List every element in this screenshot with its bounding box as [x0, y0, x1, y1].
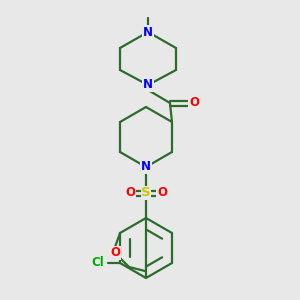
Text: O: O — [110, 247, 120, 260]
Text: O: O — [157, 187, 167, 200]
Text: S: S — [141, 187, 151, 200]
Text: N: N — [143, 26, 153, 38]
Text: O: O — [189, 97, 199, 110]
Text: Cl: Cl — [92, 256, 104, 269]
Text: N: N — [141, 160, 151, 173]
Text: O: O — [125, 187, 135, 200]
Text: N: N — [143, 79, 153, 92]
